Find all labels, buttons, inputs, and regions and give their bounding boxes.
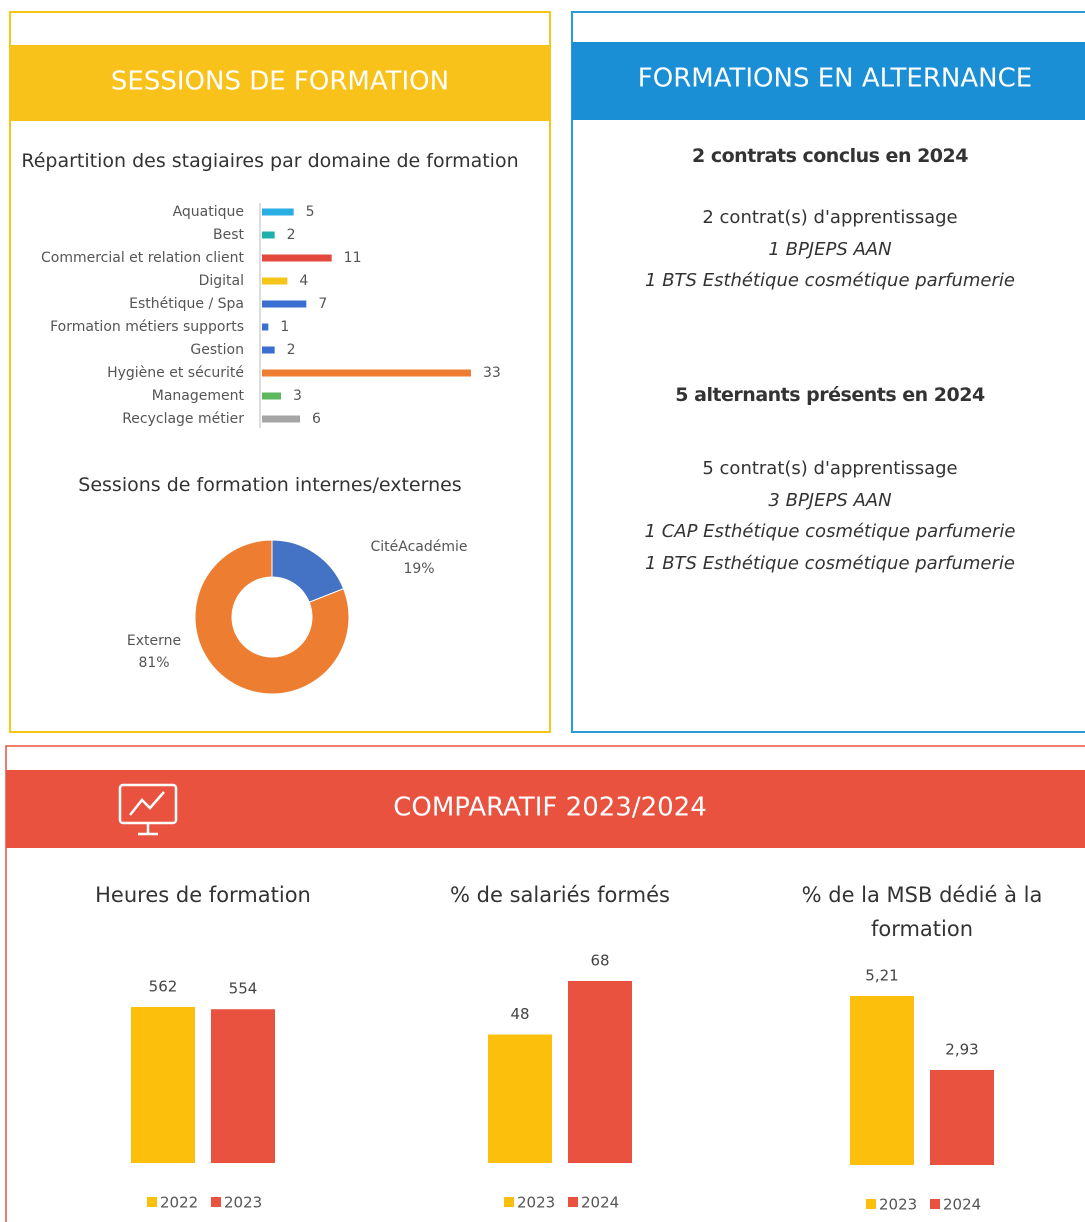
legend-swatch [866,1199,876,1209]
bar [262,392,281,400]
value-label: 33 [483,365,501,381]
sessions-header [10,45,550,121]
block-line: 1 BTS Esthétique cosmétique parfumerie [645,552,1015,574]
category-label: Gestion [190,342,244,358]
legend-swatch [568,1197,578,1207]
value-label: 554 [229,980,258,998]
legend-label: 2022 [160,1194,198,1212]
block-line: 1 BPJEPS AAN [768,238,892,260]
bar [262,369,471,377]
legend-label: 2023 [224,1194,262,1212]
value-label: 2 [287,342,296,358]
comparatif-panel [5,745,1085,1222]
value-label: 2,93 [945,1040,978,1058]
value-label: 4 [299,273,308,289]
slice-label: 81% [138,655,169,671]
block-line: 2 contrat(s) d'apprentissage [702,207,958,228]
legend-label: 2024 [943,1196,981,1214]
alternance-panel [571,11,1085,733]
legend-label: 2023 [879,1196,917,1214]
bar [930,1069,994,1165]
bar [262,254,332,262]
bar [568,981,632,1163]
category-label: Digital [199,273,244,289]
bar [262,277,288,285]
bar [262,415,300,423]
bar [131,1007,195,1163]
category-label: Formation métiers supports [50,319,244,335]
slice-label: 19% [403,561,434,577]
category-label: Recyclage métier [122,411,244,427]
bar [488,1034,552,1163]
category-label: Hygiène et sécurité [107,365,244,381]
value-label: 68 [590,952,609,970]
value-label: 6 [312,411,321,427]
value-label: 48 [510,1005,529,1023]
donut-slice [194,539,350,695]
slice-name: Externe [127,633,181,649]
chart-title: Heures de formation [95,883,311,907]
sessions-panel [9,11,551,733]
value-label: 5 [306,204,315,220]
comparatif-title: COMPARATIF 2023/2024 [393,793,707,823]
legend-swatch [504,1197,514,1207]
block-line: 3 BPJEPS AAN [768,489,892,511]
slice-name: CitéAcadémie [370,539,467,555]
value-label: 1 [280,319,289,335]
block-heading: 5 alternants présents en 2024 [675,384,985,406]
bar [262,300,307,308]
legend-swatch [147,1197,157,1207]
category-label: Commercial et relation client [41,250,244,266]
bar [850,996,914,1165]
alternance-title: FORMATIONS EN ALTERNANCE [638,64,1032,94]
legend-swatch [930,1199,940,1209]
bar [262,208,294,216]
value-label: 11 [344,250,362,266]
block-line: 1 CAP Esthétique cosmétique parfumerie [644,521,1016,542]
value-label: 2 [287,227,296,243]
chart-title: Sessions de formation internes/externes [78,474,462,496]
block-heading: 2 contrats conclus en 2024 [692,145,968,167]
bar [211,1009,275,1163]
legend-label: 2024 [581,1194,619,1212]
category-label: Best [213,227,245,243]
chart-title: % de la MSB dédié à la formation [801,883,1043,941]
category-label: Esthétique / Spa [129,296,244,312]
chart-icon [118,783,178,836]
comparatif-header [6,770,1085,848]
legend-swatch [211,1197,221,1207]
category-label: Aquatique [173,204,244,220]
value-label: 7 [318,296,327,312]
chart-title: Répartition des stagiaires par domaine d… [21,150,519,172]
value-label: 3 [293,388,302,404]
chart-title: % de salariés formés [450,883,670,907]
bar [262,323,269,331]
value-label: 562 [149,978,178,996]
bar [262,346,275,354]
bar [262,231,275,239]
block-line: 1 BTS Esthétique cosmétique parfumerie [645,270,1015,291]
block-line: 5 contrat(s) d'apprentissage [702,458,958,479]
value-label: 5,21 [865,967,898,985]
category-label: Management [152,388,245,404]
alternance-header [572,42,1085,120]
legend-label: 2023 [517,1194,555,1212]
sessions-title: SESSIONS DE FORMATION [111,67,449,97]
